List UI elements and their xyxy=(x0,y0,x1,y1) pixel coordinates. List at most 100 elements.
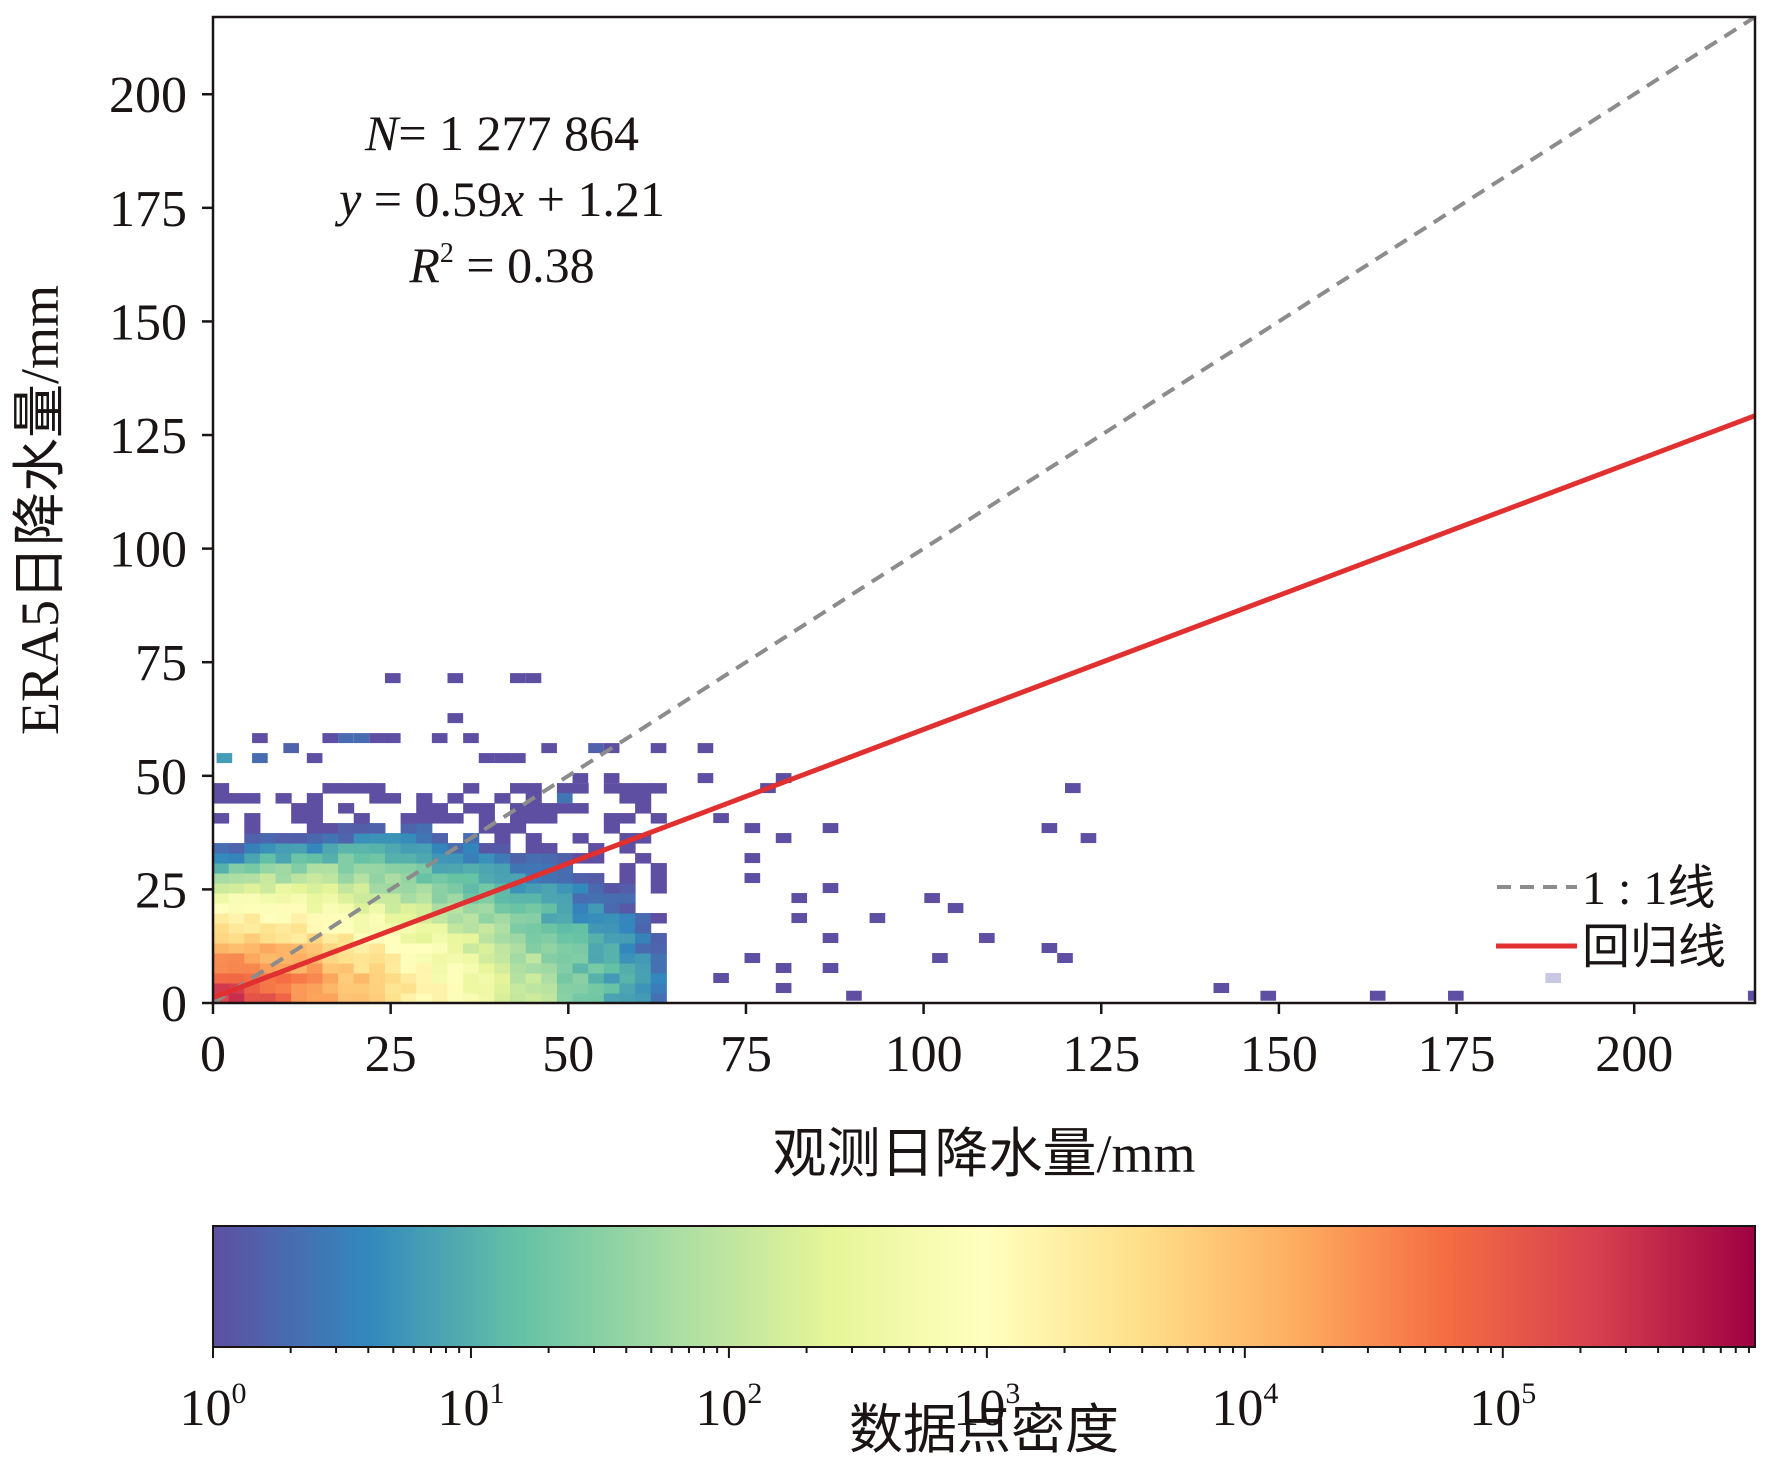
heatmap-bin xyxy=(400,953,417,964)
heatmap-bin xyxy=(338,823,355,834)
heatmap-bin-sparse xyxy=(932,953,948,964)
heatmap-bin xyxy=(635,933,652,944)
heatmap-bin xyxy=(635,783,652,794)
heatmap-bin xyxy=(494,963,511,974)
legend-label-regression: 回归线 xyxy=(1582,921,1726,974)
heatmap-bin xyxy=(541,973,558,984)
heatmap-bin xyxy=(525,933,542,944)
heatmap-bin xyxy=(447,913,464,924)
heatmap-bin xyxy=(416,983,433,994)
heatmap-bin xyxy=(588,943,605,954)
heatmap-bin xyxy=(431,893,448,904)
heatmap-bin xyxy=(306,983,323,994)
colorbar-tick-label: 101 xyxy=(437,1377,504,1437)
heatmap-bin xyxy=(431,853,448,864)
regression-equation-text: y = 0.59x + 1.21 xyxy=(334,171,665,227)
heatmap-bin-sparse xyxy=(744,953,761,964)
heatmap-bin xyxy=(291,853,308,864)
heatmap-bin xyxy=(416,873,433,884)
heatmap-bin xyxy=(353,953,370,964)
heatmap-bin xyxy=(650,993,667,1003)
heatmap-bin xyxy=(650,953,667,964)
heatmap-bin xyxy=(650,873,667,884)
heatmap-bin-sparse xyxy=(1080,833,1097,844)
heatmap-bin xyxy=(306,943,323,954)
heatmap-bin xyxy=(525,983,542,994)
heatmap-bin-sparse xyxy=(697,743,714,754)
heatmap-bin xyxy=(213,873,230,884)
heatmap-bin xyxy=(650,973,667,984)
eq-y: y xyxy=(334,171,362,227)
heatmap-bin-sparse xyxy=(510,753,526,764)
heatmap-bin-sparse xyxy=(494,753,511,764)
heatmap-bin xyxy=(556,953,574,964)
heatmap-bin xyxy=(510,863,527,874)
heatmap-bin-sparse xyxy=(822,883,839,894)
heatmap-bin xyxy=(244,953,261,964)
heatmap-bin xyxy=(588,853,605,864)
heatmap-bin xyxy=(291,923,308,934)
heatmap-bin xyxy=(213,973,230,984)
heatmap-bin xyxy=(400,813,417,824)
heatmap-bin xyxy=(541,933,558,944)
heatmap-bin xyxy=(213,953,230,964)
heatmap-bin xyxy=(384,793,402,804)
n-symbol: N xyxy=(364,105,401,161)
heatmap-bin xyxy=(463,803,480,814)
heatmap-bin xyxy=(369,913,386,924)
heatmap-bin xyxy=(588,893,605,904)
heatmap-bin xyxy=(369,993,386,1003)
heatmap-bin xyxy=(525,943,542,954)
r2-value: = 0.38 xyxy=(454,237,595,293)
heatmap-bin xyxy=(463,903,480,914)
heatmap-bin xyxy=(369,863,386,874)
heatmap-bin-sparse xyxy=(603,773,620,784)
heatmap-bin xyxy=(510,923,527,934)
heatmap-bin xyxy=(400,863,417,874)
heatmap-bin xyxy=(353,893,370,904)
heatmap-bin xyxy=(244,933,261,944)
heatmap-bin xyxy=(494,903,511,914)
heatmap-bin xyxy=(338,843,355,854)
heatmap-bin xyxy=(556,873,574,884)
heatmap-bin xyxy=(244,993,261,1003)
heatmap-bin xyxy=(353,943,370,954)
heatmap-bin xyxy=(306,993,323,1003)
heatmap-bin xyxy=(463,783,480,794)
heatmap-bin-sparse xyxy=(525,673,542,684)
heatmap-bin xyxy=(447,933,464,944)
heatmap-bin xyxy=(619,883,636,894)
stats-annotation: N= 1 277 864 y = 0.59x + 1.21 R2 = 0.38 xyxy=(334,105,665,293)
heatmap-bin xyxy=(353,863,370,874)
heatmap-bin xyxy=(494,983,511,994)
heatmap-bin-sparse xyxy=(322,733,339,744)
heatmap-bin xyxy=(572,953,589,964)
heatmap-bin xyxy=(447,863,464,874)
heatmap-bin xyxy=(431,913,448,924)
heatmap-bin xyxy=(635,943,652,954)
heatmap-bin xyxy=(384,973,402,984)
heatmap-bin-sparse xyxy=(338,733,354,744)
heatmap-bin xyxy=(259,913,277,924)
heatmap-bin xyxy=(478,973,495,984)
heatmap-bin xyxy=(572,923,589,934)
heatmap-bin xyxy=(556,963,574,974)
heatmap-bin xyxy=(619,923,636,934)
heatmap-bin-sparse xyxy=(947,903,964,914)
y-tick-label: 75 xyxy=(135,635,187,692)
heatmap-bin xyxy=(275,843,292,854)
heatmap-bin xyxy=(478,863,495,874)
heatmap-bin xyxy=(259,903,277,914)
heatmap-bin xyxy=(447,963,464,974)
heatmap-bin xyxy=(338,953,355,964)
heatmap-bin xyxy=(510,853,527,864)
heatmap-bin-sparse xyxy=(1369,990,1386,1001)
heatmap-bin xyxy=(588,883,605,894)
heatmap-bin xyxy=(369,823,386,834)
heatmap-bin xyxy=(291,993,308,1003)
heatmap-bin xyxy=(275,903,292,914)
heatmap-bin xyxy=(541,903,558,914)
heatmap-bin xyxy=(369,943,386,954)
heatmap-bin xyxy=(244,813,261,824)
heatmap-bin xyxy=(525,963,542,974)
